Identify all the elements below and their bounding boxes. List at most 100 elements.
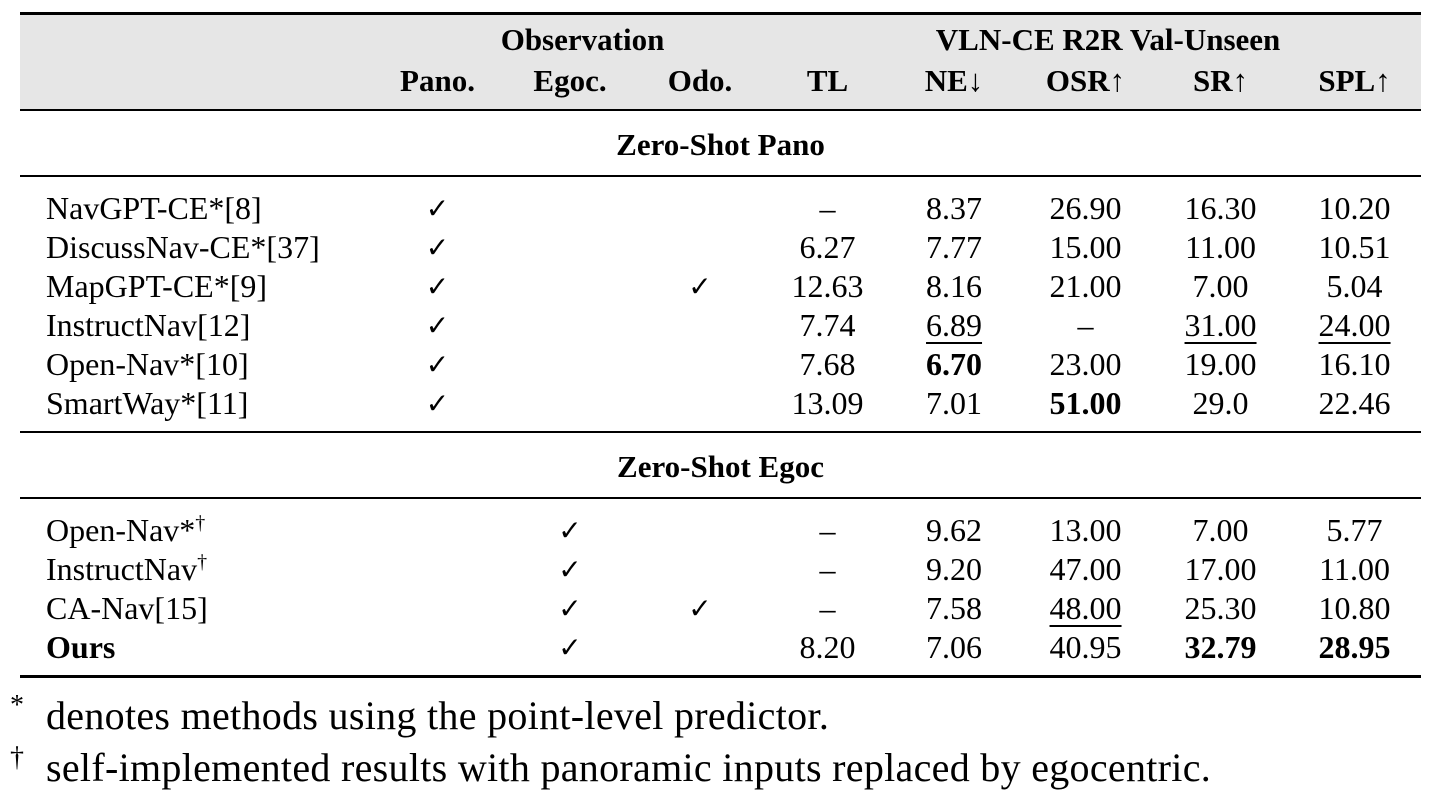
sr-cell: 16.30 bbox=[1184, 190, 1257, 226]
spl-cell: 22.46 bbox=[1318, 385, 1391, 421]
ne-cell: 7.06 bbox=[926, 629, 983, 665]
pano-cell bbox=[370, 550, 505, 589]
osr-cell: 40.95 bbox=[1049, 629, 1122, 665]
odo-cell bbox=[635, 498, 765, 550]
section-header-egoc: Zero-Shot Egoc bbox=[20, 432, 1422, 498]
check-icon: ✓ bbox=[425, 309, 450, 342]
tl-cell: 7.74 bbox=[799, 307, 856, 343]
header-col-pano: Pano. bbox=[370, 59, 505, 110]
osr-cell: 13.00 bbox=[1049, 512, 1122, 548]
odo-cell bbox=[635, 176, 765, 228]
check-icon: ✓ bbox=[425, 348, 450, 381]
tl-cell: – bbox=[819, 190, 836, 226]
spl-cell: 10.20 bbox=[1318, 190, 1391, 226]
pano-cell bbox=[370, 498, 505, 550]
header-benchmark: VLN-CE R2R Val-Unseen bbox=[765, 13, 1422, 59]
method-label: InstructNav bbox=[46, 551, 198, 587]
table-row: Open-Nav*† ✓ – 9.62 13.00 7.00 5.77 bbox=[20, 498, 1422, 550]
dagger-mark: † bbox=[195, 512, 206, 534]
tl-cell: 13.09 bbox=[791, 385, 864, 421]
ne-cell: 7.77 bbox=[926, 229, 983, 265]
spl-cell-best: 28.95 bbox=[1318, 629, 1391, 665]
method-name: InstructNav† bbox=[20, 550, 370, 589]
table-row: InstructNav[12] ✓ 7.74 6.89 – 31.00 24.0… bbox=[20, 306, 1421, 345]
egoc-cell bbox=[505, 176, 635, 228]
check-icon: ✓ bbox=[688, 592, 712, 625]
method-name: DiscussNav-CE*[37] bbox=[46, 229, 320, 265]
table-row: Open-Nav*[10] ✓ 7.68 6.70 23.00 19.00 16… bbox=[20, 345, 1421, 384]
footnote-dagger: † self-implemented results with panorami… bbox=[10, 742, 1211, 794]
tl-cell: 7.68 bbox=[799, 346, 856, 382]
osr-cell: 21.00 bbox=[1049, 268, 1122, 304]
odo-cell bbox=[635, 306, 765, 345]
method-name: InstructNav[12] bbox=[46, 307, 251, 343]
header-col-osr: OSR↑ bbox=[1018, 59, 1154, 110]
header-col-egoc: Egoc. bbox=[505, 59, 635, 110]
tl-cell: 12.63 bbox=[791, 268, 864, 304]
header-row-columns: Pano. Egoc. Odo. TL NE↓ OSR↑ SR↑ SPL↑ bbox=[20, 59, 1422, 110]
odo-cell bbox=[635, 345, 765, 384]
spl-value-second-best: 24.00 bbox=[1318, 307, 1391, 343]
method-name: Open-Nav*[10] bbox=[46, 346, 249, 382]
tl-cell: – bbox=[819, 512, 836, 548]
table-row: InstructNav† ✓ – 9.20 47.00 17.00 11.00 bbox=[20, 550, 1421, 589]
table-row: MapGPT-CE*[9] ✓ ✓ 12.63 8.16 21.00 7.00 … bbox=[20, 267, 1421, 306]
spl-cell: 10.80 bbox=[1318, 590, 1391, 626]
sr-value-second-best: 31.00 bbox=[1184, 307, 1257, 343]
check-icon: ✓ bbox=[425, 192, 450, 225]
osr-cell: – bbox=[1077, 307, 1094, 343]
sr-cell: 25.30 bbox=[1184, 590, 1257, 626]
check-icon: ✓ bbox=[425, 231, 450, 264]
footnote-mark: † bbox=[10, 742, 25, 773]
pano-cell bbox=[370, 589, 505, 628]
spl-cell: 5.77 bbox=[1326, 512, 1383, 548]
header-col-spl: SPL↑ bbox=[1288, 59, 1422, 110]
osr-cell: 26.90 bbox=[1049, 190, 1122, 226]
tl-cell: – bbox=[819, 590, 836, 626]
table-row: SmartWay*[11] ✓ 13.09 7.01 51.00 29.0 22… bbox=[20, 384, 1421, 432]
footnote-text: denotes methods using the point-level pr… bbox=[46, 693, 830, 738]
odo-cell bbox=[635, 384, 765, 432]
footnote-asterisk: * denotes methods using the point-level … bbox=[10, 690, 1211, 742]
method-name: NavGPT-CE*[8] bbox=[46, 190, 262, 226]
table-row-ours: Ours ✓ 8.20 7.06 40.95 32.79 28.95 bbox=[20, 628, 1422, 677]
sr-cell: 29.0 bbox=[1192, 385, 1249, 421]
osr-cell: 23.00 bbox=[1049, 346, 1122, 382]
check-icon: ✓ bbox=[425, 387, 450, 420]
table-footnotes: * denotes methods using the point-level … bbox=[10, 690, 1211, 794]
ne-cell-best: 6.70 bbox=[926, 346, 983, 382]
ne-cell: 8.37 bbox=[926, 190, 983, 226]
egoc-cell bbox=[505, 267, 635, 306]
section-title: Zero-Shot Pano bbox=[616, 127, 825, 162]
table-row: DiscussNav-CE*[37] ✓ 6.27 7.77 15.00 11.… bbox=[20, 228, 1421, 267]
check-icon: ✓ bbox=[558, 553, 582, 586]
osr-cell: 48.00 bbox=[1018, 589, 1153, 628]
header-col-tl: TL bbox=[765, 59, 891, 110]
header-observation: Observation bbox=[370, 13, 766, 59]
ne-cell: 7.01 bbox=[926, 385, 983, 421]
ne-cell: 9.62 bbox=[926, 512, 983, 548]
check-icon: ✓ bbox=[558, 592, 582, 625]
header-col-sr: SR↑ bbox=[1153, 59, 1289, 110]
spl-cell: 24.00 bbox=[1288, 306, 1421, 345]
osr-cell: 47.00 bbox=[1049, 551, 1122, 587]
odo-cell bbox=[635, 550, 765, 589]
section-header-pano: Zero-Shot Pano bbox=[20, 110, 1422, 176]
header-col-ne: NE↓ bbox=[890, 59, 1019, 110]
check-icon: ✓ bbox=[558, 631, 582, 664]
osr-cell: 15.00 bbox=[1049, 229, 1122, 265]
osr-cell-best: 51.00 bbox=[1049, 385, 1122, 421]
egoc-cell bbox=[505, 306, 635, 345]
header-col-odo: Odo. bbox=[635, 59, 766, 110]
pano-cell bbox=[370, 628, 505, 677]
spl-cell: 16.10 bbox=[1318, 346, 1391, 382]
footnote-mark: * bbox=[10, 690, 25, 721]
results-table: Observation VLN-CE R2R Val-Unseen Pano. … bbox=[20, 12, 1422, 678]
method-name: MapGPT-CE*[9] bbox=[46, 268, 268, 304]
ne-cell: 7.58 bbox=[926, 590, 983, 626]
check-icon: ✓ bbox=[425, 270, 450, 303]
table-row: NavGPT-CE*[8] ✓ – 8.37 26.90 16.30 10.20 bbox=[20, 176, 1422, 228]
egoc-cell bbox=[505, 384, 635, 432]
sr-cell: 17.00 bbox=[1184, 551, 1257, 587]
method-name: SmartWay*[11] bbox=[46, 385, 249, 421]
